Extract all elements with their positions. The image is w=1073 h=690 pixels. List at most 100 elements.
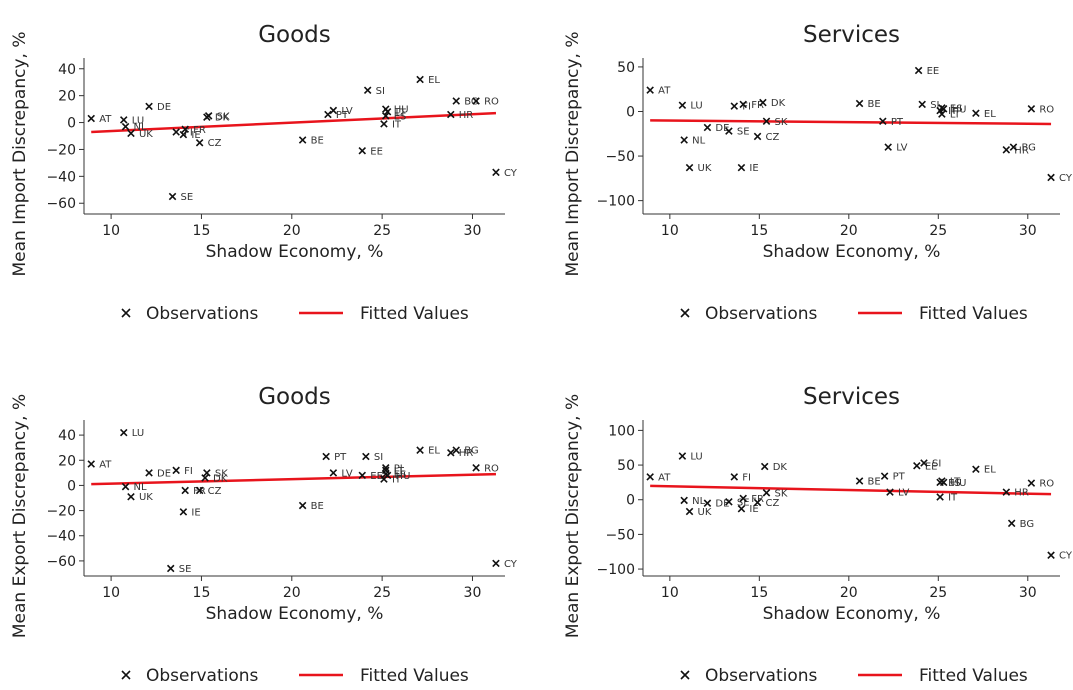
x-tick-label: 30 [464, 223, 482, 239]
point-marker-icon [737, 504, 746, 513]
point-lv: LV [884, 143, 908, 154]
y-tick-label: −20 [46, 504, 76, 520]
point-label: UK [698, 507, 712, 518]
point-label: EL [428, 75, 440, 86]
point-label: CY [1059, 173, 1073, 184]
point-cy: CY [1047, 173, 1073, 184]
point-label: RO [484, 463, 499, 474]
point-label: ES [394, 111, 407, 122]
point-marker-icon [195, 486, 204, 495]
point-label: HU [952, 104, 967, 115]
point-nl: NL [680, 136, 706, 147]
point-label: SE [737, 497, 750, 508]
point-label: IT [948, 492, 958, 503]
point-marker-icon [145, 102, 153, 111]
point-label: SI [932, 458, 941, 469]
point-label: HU [396, 471, 411, 482]
point-ie: IE [737, 504, 759, 515]
point-label: LU [690, 452, 702, 463]
point-marker-icon [472, 464, 480, 472]
point-marker-icon [119, 428, 128, 437]
point-marker-icon [737, 163, 746, 172]
point-label: UK [139, 129, 153, 140]
point-uk: UK [127, 492, 153, 503]
point-label: LT [950, 110, 961, 121]
point-label: RO [484, 97, 499, 108]
point-ro: RO [472, 97, 499, 108]
y-tick-label: 50 [617, 60, 635, 76]
legend: Observations Fitted Values [121, 304, 469, 324]
point-marker-icon [329, 469, 338, 477]
x-tick-label: 25 [929, 223, 947, 239]
point-label: HR [1014, 145, 1029, 156]
point-nl: NL [680, 496, 706, 507]
point-label: IE [191, 130, 200, 141]
y-tick-label: −40 [46, 529, 76, 545]
point-label: BE [868, 477, 881, 488]
point-label: BG [1021, 143, 1035, 154]
chart-title: Services [803, 384, 900, 410]
point-label: BG [464, 97, 478, 108]
point-pt: PT [880, 472, 906, 483]
point-bg: BG [1007, 519, 1034, 530]
point-marker-icon [329, 106, 338, 115]
chart-title: Services [803, 22, 900, 48]
fitted-line [650, 484, 1052, 496]
point-marker-icon [452, 97, 460, 105]
point-label: EE [370, 471, 383, 482]
point-label: NL [134, 122, 147, 133]
point-marker-icon [685, 163, 694, 172]
point-label: CY [504, 559, 518, 570]
point-pt: PT [879, 117, 904, 128]
point-label: AT [99, 460, 112, 471]
point-marker-icon [1047, 173, 1055, 182]
point-label: HU [952, 478, 967, 489]
point-label: LV [898, 488, 909, 499]
legend-marker-icon [121, 670, 131, 680]
point-ee: EE [914, 66, 939, 77]
point-label: AT [99, 114, 112, 125]
y-tick-label: 20 [58, 89, 76, 105]
point-label: NL [692, 136, 705, 147]
fitted-line [650, 119, 1052, 126]
point-marker-icon [121, 482, 130, 491]
point-label: NL [692, 496, 705, 507]
point-si: SI [363, 86, 385, 97]
point-label: UK [139, 492, 153, 503]
point-label: AT [658, 86, 671, 97]
point-label: PT [893, 472, 906, 483]
point-nl: NL [121, 482, 147, 493]
point-si: SI [918, 100, 939, 111]
point-label: BE [311, 136, 324, 147]
point-marker-icon [381, 464, 390, 472]
point-label: ES [394, 470, 407, 481]
point-el: EL [416, 75, 440, 86]
y-tick-label: −50 [605, 149, 635, 165]
point-label: ES [950, 103, 963, 114]
point-label: CZ [766, 132, 780, 143]
point-marker-icon [181, 125, 189, 134]
point-marker-icon [1002, 488, 1011, 496]
point-uk: UK [685, 163, 712, 174]
chart-panel-0: Goods 10 15 20 25 30 40 20 0 −20 −40 −60 Shadow Econ… [10, 22, 518, 324]
point-marker-icon [1027, 105, 1036, 113]
point-label: LU [132, 115, 144, 126]
y-tick-label: 0 [67, 116, 76, 132]
point-label: EL [428, 446, 440, 457]
point-uk: UK [685, 507, 712, 518]
point-marker-icon [678, 452, 687, 460]
legend-observations-label: Observations [705, 666, 818, 686]
point-se: SE [166, 564, 191, 575]
point-dk: DK [201, 473, 228, 484]
point-marker-icon [322, 452, 330, 461]
point-ro: RO [1027, 104, 1054, 115]
point-de: DE [703, 499, 729, 510]
fitted-line [91, 111, 497, 134]
point-marker-icon [416, 75, 424, 84]
point-el: EL [416, 446, 440, 457]
point-label: EE [925, 461, 938, 472]
x-tick-label: 15 [750, 223, 768, 239]
point-marker-icon [753, 498, 762, 507]
point-nl: NL [121, 122, 147, 133]
